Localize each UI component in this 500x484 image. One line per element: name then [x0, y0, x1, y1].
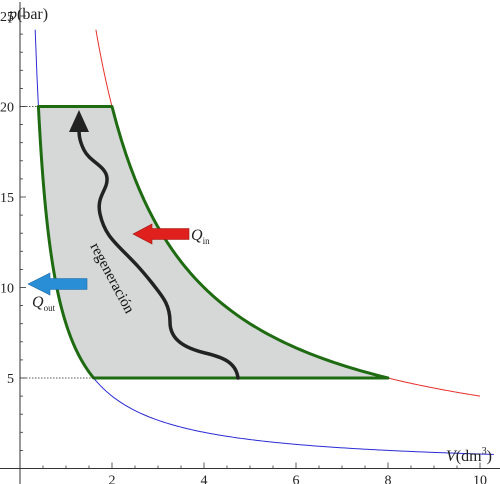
q-out-label: Qout [32, 294, 56, 313]
y-tick-label: 25 [0, 10, 14, 25]
x-tick-label: 10 [473, 474, 487, 484]
x-tick-label: 2 [109, 474, 116, 484]
q-in-label: Qin [191, 227, 210, 246]
y-tick-label: 10 [0, 282, 14, 297]
regeneration-arrow-head [69, 110, 89, 132]
regeneration-arrow-shaft [77, 126, 240, 380]
cycle-fill [38, 106, 389, 378]
y-tick-label: 15 [0, 191, 14, 206]
x-tick-label: 4 [201, 474, 208, 484]
y-axis-label: p(bar) [8, 6, 48, 23]
heat-out-arrow [27, 272, 88, 296]
heat-in-arrow [132, 223, 190, 245]
cold-isotherm-line [34, 29, 494, 455]
x-tick-label: 8 [385, 474, 392, 484]
x-axis-label: V(dm3) [446, 446, 492, 465]
x-tick-label: 6 [293, 474, 300, 484]
y-tick-label: 5 [7, 372, 14, 387]
y-tick-label: 20 [0, 101, 14, 116]
